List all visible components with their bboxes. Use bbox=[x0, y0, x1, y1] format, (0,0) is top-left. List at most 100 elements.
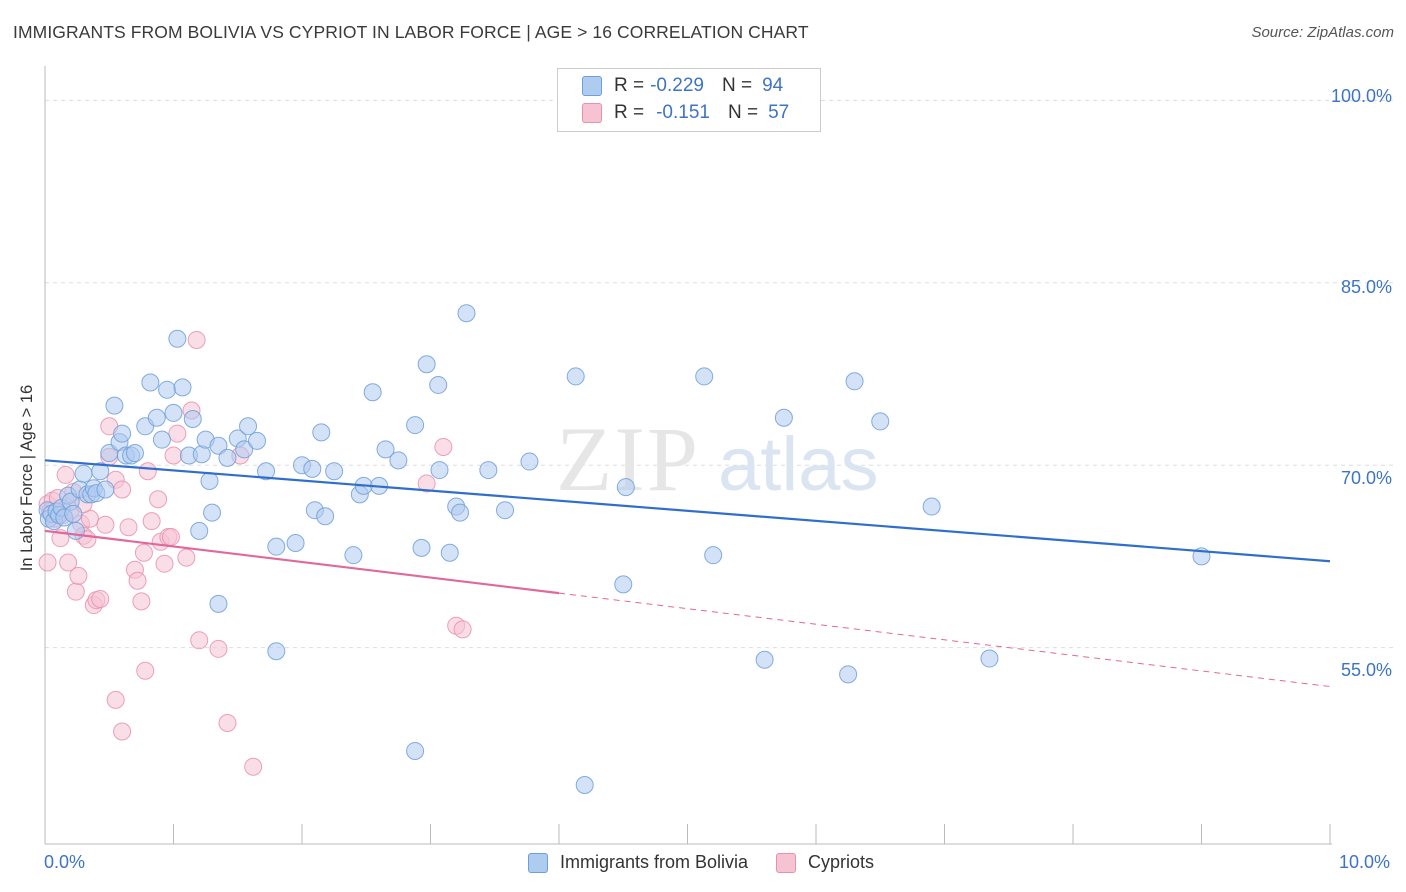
bolivia-point bbox=[871, 412, 890, 431]
bolivia-point bbox=[616, 478, 635, 497]
cypriot-point bbox=[69, 566, 88, 585]
bolivia-point bbox=[440, 543, 459, 562]
bolivia-point bbox=[66, 521, 85, 540]
bolivia-point bbox=[406, 416, 425, 435]
bolivia-point bbox=[235, 440, 254, 459]
legend-swatch-pink bbox=[776, 852, 797, 873]
bolivia-point bbox=[755, 650, 774, 669]
bolivia-point bbox=[286, 534, 305, 553]
bolivia-point bbox=[173, 378, 192, 397]
watermark: ZIP atlas bbox=[556, 408, 879, 510]
watermark-atlas: atlas bbox=[718, 422, 879, 507]
trend-line-cypriots bbox=[44, 529, 560, 595]
bolivia-point bbox=[218, 448, 237, 467]
legend-item-bolivia[interactable]: Immigrants from Bolivia bbox=[528, 852, 748, 873]
bolivia-point bbox=[158, 380, 177, 399]
bolivia-point bbox=[183, 409, 202, 428]
n-label: N = bbox=[727, 102, 759, 123]
bolivia-point bbox=[614, 575, 633, 594]
source-credit: Source: ZipAtlas.com bbox=[1251, 24, 1394, 41]
bolivia-point bbox=[113, 424, 132, 443]
r-value-bolivia: -0.229 bbox=[650, 75, 704, 96]
legend-row-bolivia: R = -0.229 N = 94 bbox=[582, 73, 783, 99]
bolivia-point bbox=[430, 461, 449, 480]
bolivia-point bbox=[267, 537, 286, 556]
cypriot-point bbox=[113, 722, 132, 741]
bolivia-point bbox=[980, 649, 999, 668]
bolivia-point bbox=[152, 430, 171, 449]
bolivia-point bbox=[64, 504, 83, 523]
bolivia-point bbox=[704, 546, 723, 565]
bolivia-point bbox=[91, 462, 110, 481]
y-tick-label: 70.0% bbox=[1340, 468, 1392, 488]
y-tick-label: 85.0% bbox=[1340, 277, 1392, 297]
cypriot-point bbox=[142, 512, 161, 531]
bolivia-point bbox=[845, 372, 864, 391]
cypriot-point bbox=[209, 639, 228, 658]
cypriot-point bbox=[66, 582, 85, 601]
bolivia-point bbox=[190, 521, 209, 540]
bolivia-point bbox=[389, 451, 408, 470]
y-tick-label: 55.0% bbox=[1340, 660, 1392, 680]
legend-label-cypriots: Cypriots bbox=[808, 852, 875, 872]
bolivia-point bbox=[96, 480, 115, 499]
correlation-legend: R = -0.229 N = 94 R = -0.151 N = 57 bbox=[557, 68, 821, 132]
legend-row-cypriots: R = -0.151 N = 57 bbox=[582, 100, 789, 126]
r-value-cypriots: -0.151 bbox=[656, 102, 710, 123]
cypriot-point bbox=[91, 589, 110, 608]
cypriot-point bbox=[155, 554, 174, 573]
cypriot-point bbox=[177, 548, 196, 567]
bolivia-point bbox=[429, 375, 448, 394]
bolivia-point bbox=[203, 503, 222, 522]
trend-lines bbox=[44, 459, 1331, 688]
n-value-bolivia: 94 bbox=[762, 75, 784, 96]
bolivia-point bbox=[520, 452, 539, 471]
trend-line-cypriots-extension bbox=[558, 592, 1331, 688]
cypriot-point bbox=[136, 661, 155, 680]
bolivia-point bbox=[774, 408, 793, 427]
bolivia-point bbox=[417, 355, 436, 374]
y-tick-label: 100.0% bbox=[1330, 86, 1392, 106]
cypriot-point bbox=[149, 490, 168, 509]
cypriot-point bbox=[128, 571, 147, 590]
axes bbox=[44, 66, 1332, 845]
bolivia-point bbox=[451, 503, 470, 522]
legend-swatch-blue bbox=[582, 76, 602, 96]
bolivia-point bbox=[168, 329, 187, 348]
n-label: N = bbox=[721, 75, 753, 96]
bolivia-point bbox=[496, 501, 515, 520]
bolivia-point bbox=[344, 546, 363, 565]
series-cypriots-points bbox=[38, 330, 472, 776]
r-label: R = bbox=[614, 75, 645, 96]
cypriot-point bbox=[56, 465, 75, 484]
series-bolivia-points bbox=[38, 304, 1211, 795]
x-tick-label-end: 10.0% bbox=[1339, 852, 1391, 872]
chart-title: IMMIGRANTS FROM BOLIVIA VS CYPRIOT IN LA… bbox=[13, 22, 809, 42]
legend-item-cypriots[interactable]: Cypriots bbox=[776, 852, 874, 873]
cypriot-point bbox=[59, 553, 78, 572]
bolivia-point bbox=[105, 396, 124, 415]
cypriot-point bbox=[244, 757, 263, 776]
bolivia-point bbox=[164, 403, 183, 422]
cypriot-point bbox=[453, 620, 472, 639]
bolivia-point bbox=[141, 373, 160, 392]
cypriot-point bbox=[138, 462, 157, 481]
cypriot-point bbox=[38, 553, 57, 572]
n-value-cypriots: 57 bbox=[768, 102, 790, 123]
r-label: R = bbox=[614, 102, 645, 123]
series-legend: Immigrants from Bolivia Cypriots bbox=[528, 852, 902, 873]
grid-lines bbox=[45, 99, 1395, 649]
bolivia-point bbox=[412, 538, 431, 557]
bolivia-point bbox=[267, 642, 286, 661]
bolivia-point bbox=[147, 408, 166, 427]
bolivia-point bbox=[376, 440, 395, 459]
bolivia-point bbox=[363, 383, 382, 402]
x-tick-label-start: 0.0% bbox=[44, 852, 86, 872]
cypriot-point bbox=[164, 446, 183, 465]
cypriot-point bbox=[96, 515, 115, 534]
bolivia-point bbox=[248, 431, 267, 450]
bolivia-point bbox=[312, 423, 331, 442]
bolivia-point bbox=[839, 665, 858, 684]
cypriot-point bbox=[134, 543, 153, 562]
